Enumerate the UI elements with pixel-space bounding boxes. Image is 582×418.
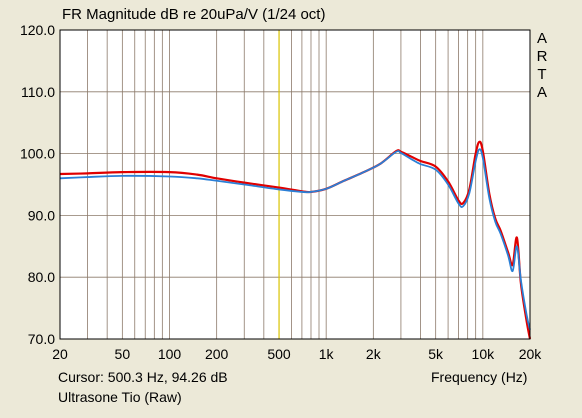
x-tick-label: 500 bbox=[267, 346, 291, 362]
series-layer bbox=[59, 140, 532, 340]
x-tick-label: 20k bbox=[519, 346, 543, 362]
y-tick-label: 110.0 bbox=[21, 84, 55, 100]
x-tick-label: 2k bbox=[366, 346, 382, 362]
x-axis-ticks: 20 50 100 200 500 1k 2k 5k 10k 20k bbox=[52, 346, 542, 362]
y-tick-label: 80.0 bbox=[28, 269, 55, 285]
arta-watermark: A R T A bbox=[535, 30, 549, 102]
x-tick-label: 100 bbox=[158, 346, 182, 362]
series-line-blue bbox=[59, 148, 531, 330]
x-tick-label: 5k bbox=[428, 346, 444, 362]
watermark-letter: R bbox=[536, 48, 548, 65]
cursor-readout: Cursor: 500.3 Hz, 94.26 dB bbox=[58, 369, 228, 385]
chart-title: FR Magnitude dB re 20uPa/V (1/24 oct) bbox=[62, 6, 326, 23]
x-tick-label: 1k bbox=[319, 346, 335, 362]
frequency-response-chart[interactable]: 70.0 80.0 90.0 100.0 110.0 120.0 20 50 100 200 50… bbox=[0, 0, 582, 370]
series-name-label: Ultrasone Tio (Raw) bbox=[58, 389, 182, 405]
x-tick-label: 50 bbox=[115, 346, 131, 362]
y-tick-label: 100.0 bbox=[20, 146, 55, 162]
series-line-red bbox=[59, 140, 532, 340]
y-tick-label: 120.0 bbox=[20, 22, 55, 38]
plot-area[interactable] bbox=[60, 30, 530, 339]
x-tick-label: 200 bbox=[205, 346, 229, 362]
x-axis-label: Frequency (Hz) bbox=[431, 369, 528, 385]
y-tick-label: 90.0 bbox=[28, 207, 55, 223]
y-axis-ticks: 70.0 80.0 90.0 100.0 110.0 120.0 bbox=[20, 22, 55, 347]
watermark-letter: A bbox=[536, 30, 547, 47]
y-tick-label: 70.0 bbox=[28, 331, 55, 347]
x-tick-label: 20 bbox=[52, 346, 68, 362]
watermark-letter: A bbox=[536, 84, 547, 101]
x-tick-label: 10k bbox=[472, 346, 496, 362]
watermark-letter: T bbox=[537, 66, 547, 83]
plot-frame bbox=[59, 29, 531, 340]
